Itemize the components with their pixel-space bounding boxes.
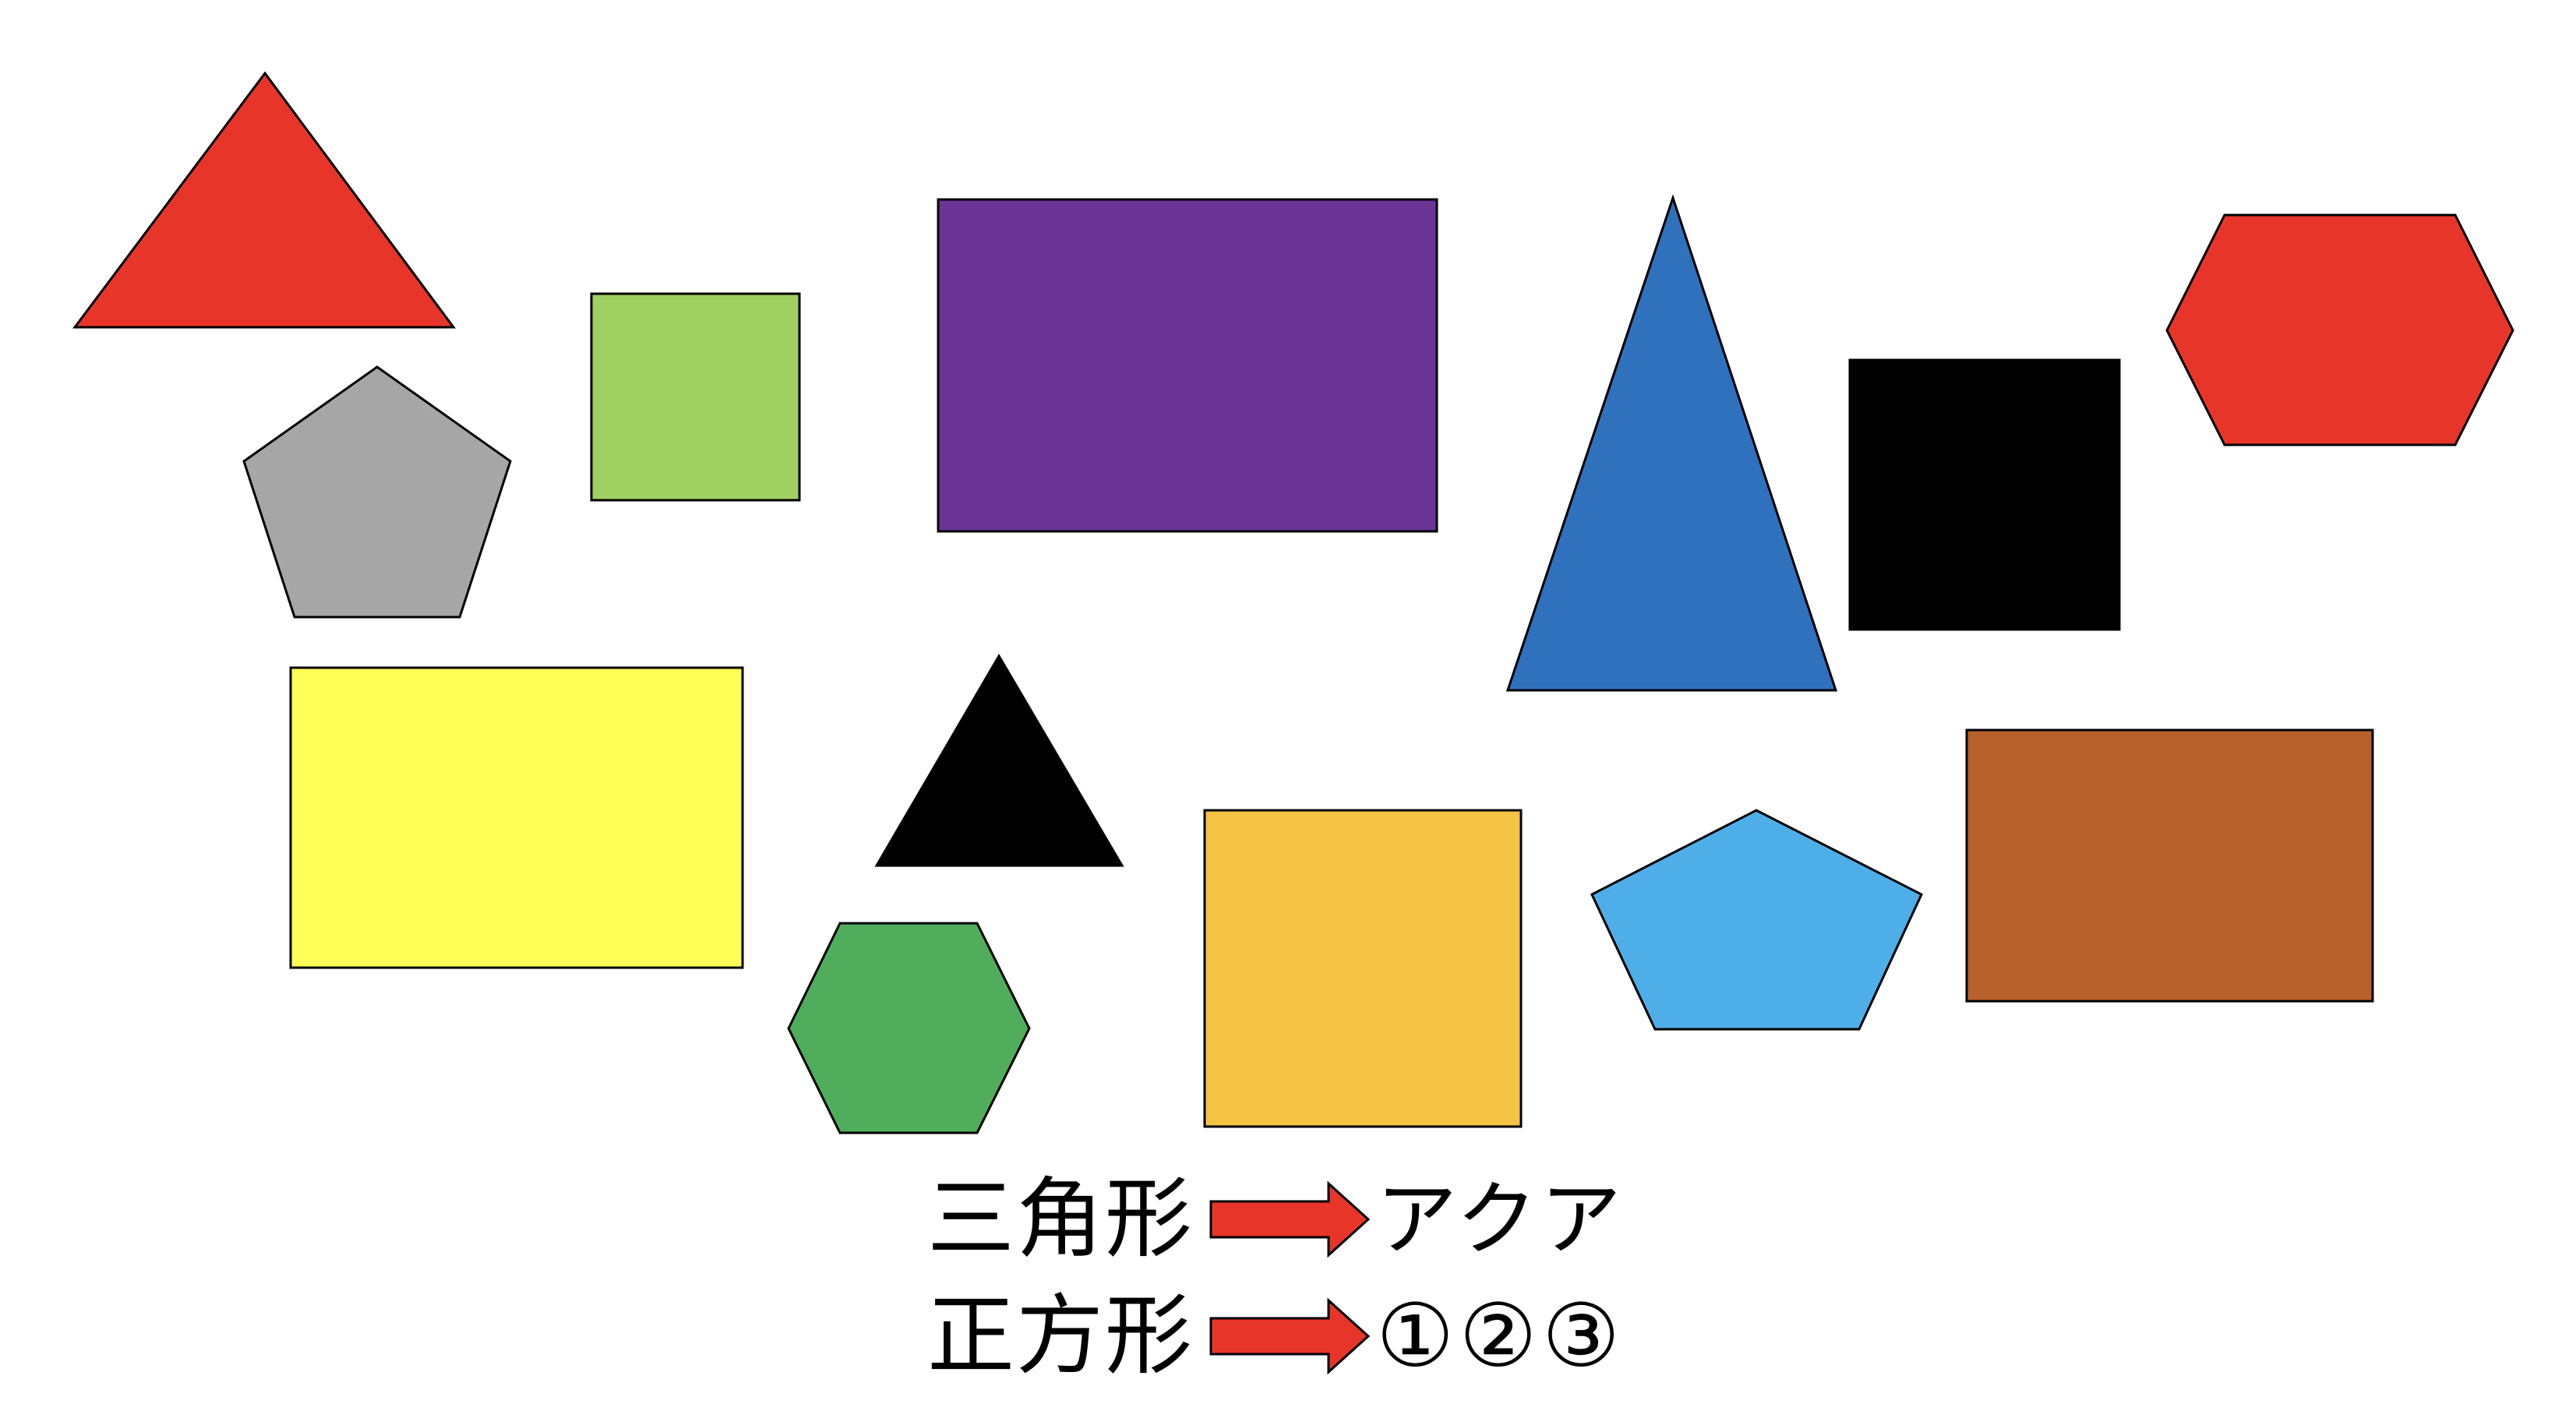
legend-label-triangle: 三角形 [927, 1169, 1194, 1270]
legend-row-square: 正方形 ①②③ [927, 1278, 1706, 1395]
legend-row-triangle: 三角形 アクア [927, 1161, 1706, 1278]
purple-rectangle [937, 198, 1438, 533]
black-triangle [874, 654, 1124, 867]
brown-rectangle [1965, 728, 2374, 1003]
green-square [590, 292, 801, 502]
red-triangle [72, 71, 456, 329]
legend: 三角形 アクア 正方形 ①②③ [927, 1161, 1706, 1395]
right-arrow-icon [1209, 1180, 1371, 1258]
legend-value-triangle: アクア [1376, 1172, 1625, 1267]
black-square [1848, 358, 2121, 631]
green-hexagon [787, 922, 1031, 1134]
gray-pentagon [242, 365, 512, 619]
right-arrow-icon [1209, 1297, 1371, 1375]
blue-triangle [1505, 194, 1838, 692]
lightblue-pentagon [1590, 809, 1923, 1031]
legend-value-square: ①②③ [1376, 1286, 1625, 1387]
orange-square [1203, 809, 1523, 1128]
red-hexagon [2165, 213, 2514, 446]
legend-label-square: 正方形 [927, 1286, 1194, 1387]
yellow-rectangle [289, 666, 744, 969]
